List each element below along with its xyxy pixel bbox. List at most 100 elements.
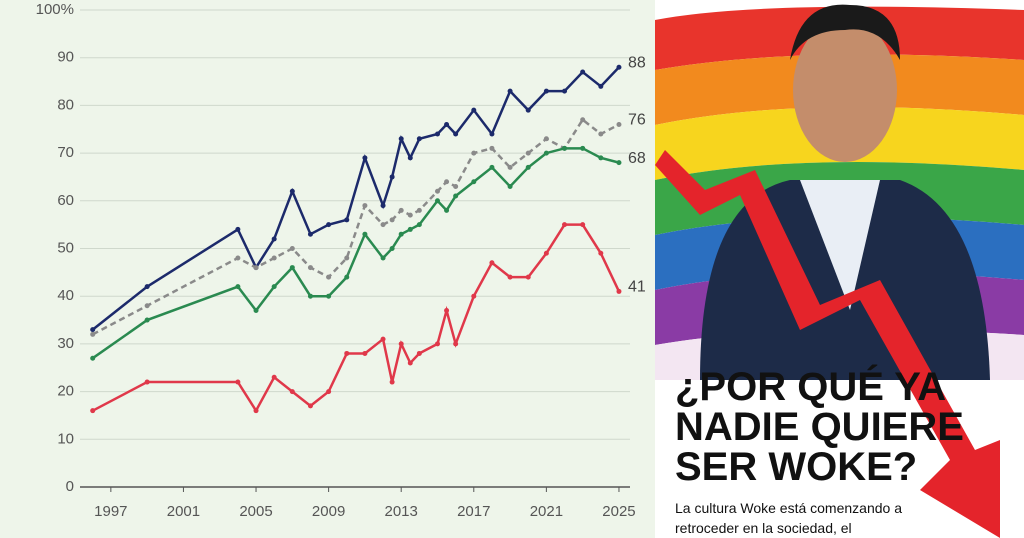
point (471, 293, 477, 299)
point (598, 155, 604, 161)
point (444, 308, 450, 314)
point (144, 303, 150, 309)
point (144, 317, 150, 323)
point (525, 107, 531, 113)
x-tick-label: 2017 (457, 503, 490, 520)
point (598, 131, 604, 137)
point (344, 274, 350, 280)
point (453, 341, 459, 347)
point (580, 117, 586, 123)
point (326, 293, 332, 299)
point (471, 150, 477, 156)
point (326, 389, 332, 395)
point (235, 379, 241, 385)
point (389, 174, 395, 180)
body-text: retroceder en la sociedad, el (675, 520, 852, 536)
point (507, 164, 513, 170)
point (453, 131, 459, 137)
point (434, 198, 440, 204)
point (90, 408, 96, 414)
y-tick-label: 50 (57, 239, 74, 256)
end-label: 88 (628, 54, 646, 71)
point (616, 288, 622, 294)
point (90, 327, 96, 333)
point (407, 155, 413, 161)
point (416, 207, 422, 213)
point (307, 231, 313, 237)
headline: ¿POR QUÉ YA (675, 364, 946, 409)
x-tick-label: 2025 (602, 503, 635, 520)
down-arrow (655, 150, 1000, 538)
point (380, 203, 386, 209)
poster: ¿POR QUÉ YA NADIE QUIERE SER WOKE? La cu… (655, 0, 1024, 538)
x-tick-label: 2005 (239, 503, 272, 520)
x-tick-label: 2001 (167, 503, 200, 520)
point (416, 350, 422, 356)
point (380, 255, 386, 261)
headline: NADIE QUIERE (675, 405, 964, 449)
point (453, 193, 459, 199)
face (793, 18, 897, 162)
point (616, 160, 622, 166)
point (598, 250, 604, 256)
point (289, 389, 295, 395)
point (444, 179, 450, 185)
point (389, 379, 395, 385)
point (580, 145, 586, 151)
point (90, 355, 96, 361)
end-label: 68 (628, 150, 646, 167)
point (398, 207, 404, 213)
point (389, 246, 395, 251)
point (616, 64, 622, 70)
x-tick-label: 2021 (530, 503, 563, 520)
point (489, 131, 495, 137)
point (507, 274, 513, 280)
point (444, 121, 450, 127)
end-label: 76 (628, 112, 646, 129)
shirt (800, 180, 880, 310)
point (562, 88, 568, 94)
point (580, 222, 586, 228)
point (616, 121, 622, 127)
point (271, 374, 277, 380)
point (344, 255, 350, 261)
point (598, 83, 604, 89)
point (362, 231, 368, 237)
chart-background (0, 0, 655, 538)
point (289, 246, 295, 251)
chart: 0 10 20 30 40 50 60 70 80 90 100% 1997 2001 2005 2009 2… (36, 1, 646, 520)
point (307, 265, 313, 271)
point (444, 207, 450, 213)
point (407, 226, 413, 232)
point (271, 284, 277, 290)
y-tick-label: 90 (57, 49, 74, 66)
y-tick-label: 20 (57, 383, 74, 400)
point (289, 265, 295, 271)
point (289, 188, 295, 194)
y-tick-label: 60 (57, 192, 74, 209)
point (271, 255, 277, 261)
point (489, 164, 495, 170)
headline: SER WOKE? (675, 445, 917, 489)
point (398, 136, 404, 142)
point (235, 284, 241, 290)
point (235, 255, 241, 261)
y-tick-label: 70 (57, 144, 74, 161)
point (471, 107, 477, 113)
point (362, 155, 368, 161)
point (307, 293, 313, 299)
point (434, 188, 440, 194)
point (543, 250, 549, 256)
point (543, 136, 549, 142)
point (344, 217, 350, 223)
point (580, 69, 586, 75)
point (253, 265, 259, 271)
point (471, 179, 477, 185)
point (407, 360, 413, 366)
point (525, 150, 531, 156)
point (362, 203, 368, 209)
point (235, 226, 241, 232)
point (407, 212, 413, 218)
point (434, 341, 440, 347)
body-text: La cultura Woke está comenzando a (675, 500, 902, 516)
